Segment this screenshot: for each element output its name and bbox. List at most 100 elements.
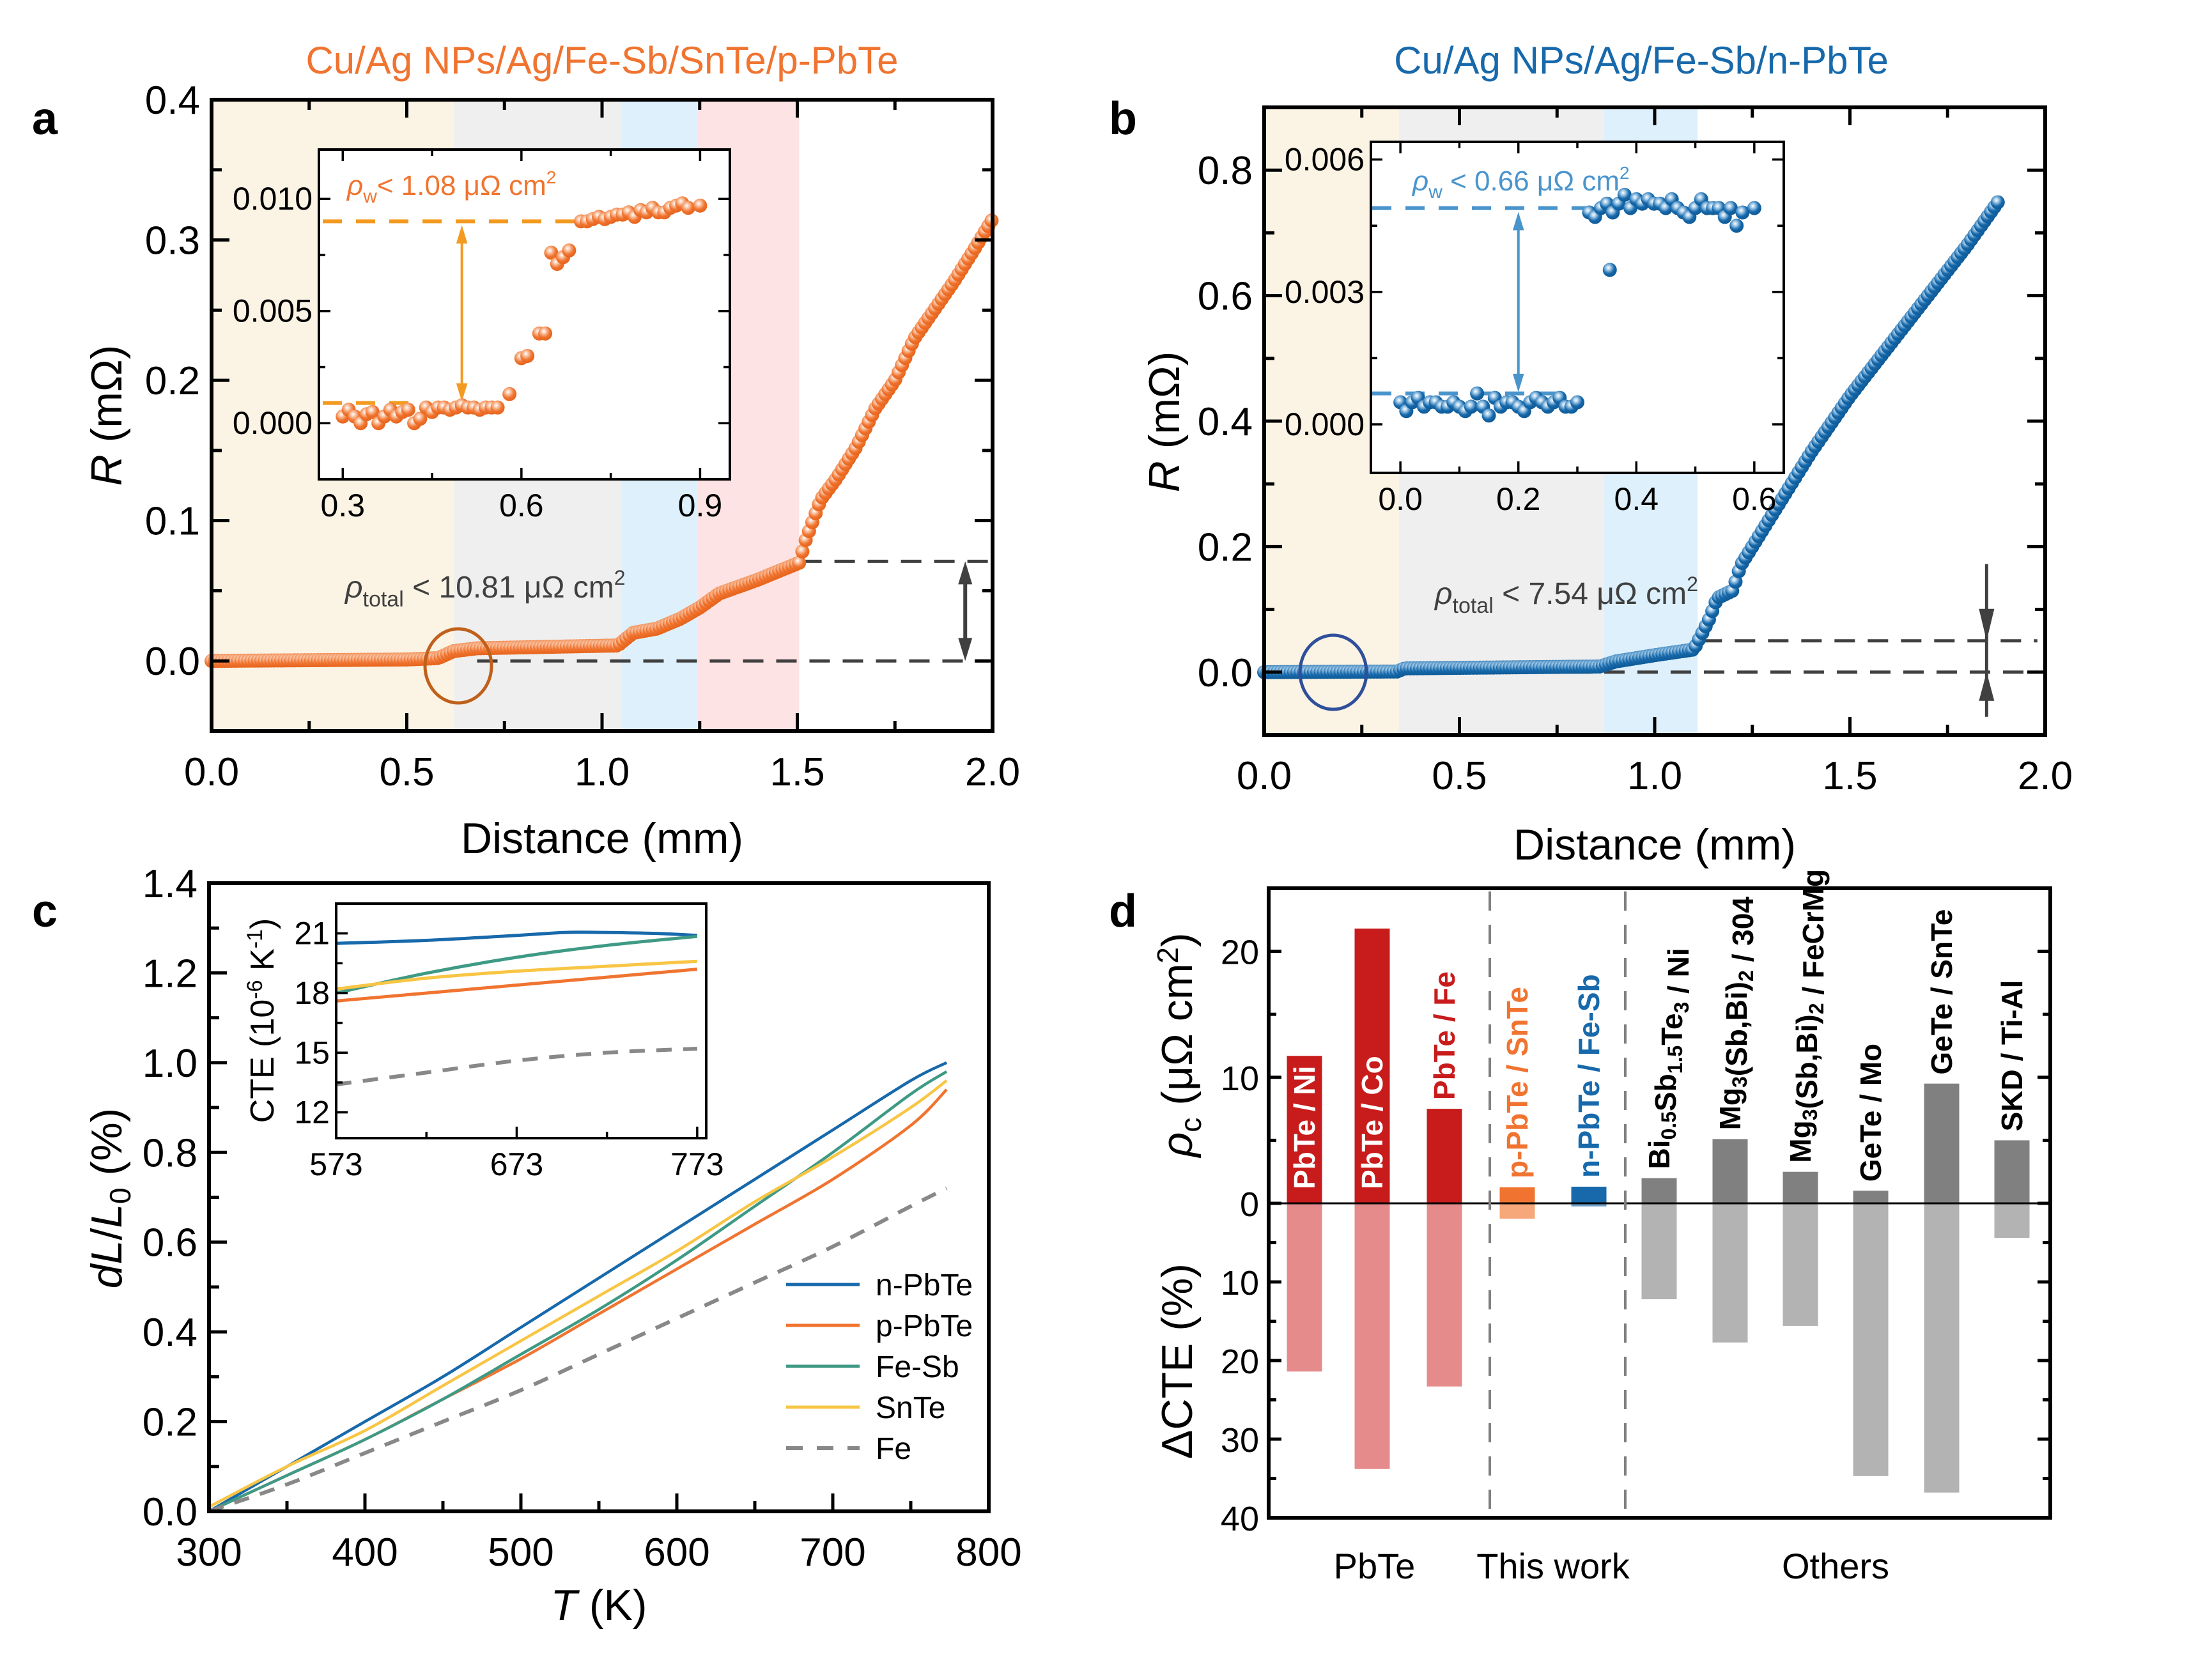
label-text: / 304 (1726, 897, 1760, 971)
y-tick-label: 0.6 (1198, 275, 1253, 319)
inset-data-point (544, 245, 559, 260)
bar-delta-cte (1499, 1203, 1535, 1219)
group-label: This work (1476, 1546, 1630, 1586)
label-text: Sb (1649, 1074, 1682, 1111)
y-tick-label: 0.0 (145, 640, 200, 684)
x-tick-label: 573 (309, 1146, 362, 1182)
y-tick-label: 0.2 (1198, 525, 1253, 569)
inset-arrow (1512, 212, 1524, 392)
y-tick-label: 15 (294, 1035, 330, 1070)
subscript: 2 (1805, 1003, 1828, 1014)
data-point (792, 555, 807, 570)
inset-data-point (520, 348, 535, 363)
inset-data-point (538, 326, 553, 341)
x-tick-label: 0.0 (184, 750, 239, 794)
bar-rho-c (1354, 929, 1390, 1203)
y-axis-label: R (mΩ) (1140, 351, 1189, 493)
x-tick-label: 0.9 (678, 488, 723, 523)
panel-letter-c: c (32, 886, 58, 937)
panel-c: c n-PbTe p-PbTe Fe-Sb SnTe Fe 573 673 773 12 15 1… (32, 862, 1022, 1630)
bar-label: PbTe / Co (1356, 1056, 1389, 1189)
group-labels: PbTe This work Others (1334, 1546, 1889, 1586)
x-tick-label: 500 (488, 1531, 553, 1575)
bar-rho-c (1783, 1171, 1818, 1203)
inset-data-point (413, 412, 428, 426)
legend-label: Fe (876, 1432, 911, 1466)
x-tick-label: 673 (490, 1146, 543, 1182)
label-text: (Sb,Bi) (1790, 1014, 1823, 1109)
inset-background (1371, 142, 1784, 473)
line-Fe (208, 1186, 948, 1513)
x-tick-label: 1.5 (770, 750, 824, 794)
inset-background (319, 150, 730, 479)
arrow-head-down (1979, 608, 1995, 641)
inset-plot: 573 673 773 12 15 18 21 (294, 902, 724, 1182)
arrow-head-down (1512, 373, 1524, 392)
label-text: (Sb,Bi) (1720, 982, 1753, 1076)
bar-rho-c (1641, 1178, 1677, 1203)
bar-delta-cte (1354, 1203, 1390, 1469)
y-tick-label: 0.0 (1198, 651, 1253, 695)
bar-delta-cte (1924, 1203, 1960, 1493)
inset-background (336, 904, 706, 1138)
bar-label: Mg3(Sb,Bi)2 / 304 (1713, 897, 1760, 1130)
inset-data-point (1481, 408, 1496, 423)
y-tick-label: 0.6 (143, 1221, 197, 1265)
bar-delta-cte (1994, 1203, 2030, 1238)
bar-label: p-PbTe / SnTe (1501, 987, 1534, 1178)
bar-delta-cte (1641, 1203, 1677, 1300)
inset-plot: 0.3 0.6 0.9 0.000 0.005 0.010 (233, 148, 731, 523)
panel-b-title: Cu/Ag NPs/Ag/Fe-Sb/n-PbTe (1394, 39, 1889, 82)
arrow-head-down (456, 383, 468, 402)
x-axis-label: T (K) (550, 1581, 647, 1630)
subscript: 3 (1728, 1076, 1751, 1088)
x-axis-label: Distance (mm) (1513, 821, 1796, 869)
highlight-circle (423, 627, 493, 705)
inset-data-point (1723, 201, 1738, 215)
x-tick-label: 0.5 (379, 750, 434, 794)
axes: 0 10 20 10 20 30 40 (1221, 886, 2052, 1538)
y-tick-label: 0.8 (143, 1131, 197, 1175)
x-tick-label: 1.5 (1822, 754, 1877, 798)
y-tick-label: 0.1 (145, 500, 200, 544)
bar-label: SKD / Ti-Al (1995, 980, 2029, 1132)
bar-rho-c (1499, 1187, 1535, 1203)
highlight-circle (1298, 633, 1368, 711)
line-n-PbTe (208, 1061, 948, 1513)
bar-label: Bi0.5Sb1.5Te3 / Ni (1643, 948, 1695, 1169)
subscript: 0.5 (1657, 1111, 1680, 1139)
axes: 0.0 0.5 1.0 1.5 2.0 0.0 0.1 0.2 0.3 0.4 (145, 79, 1020, 794)
subscript: 2 (1735, 970, 1758, 982)
inset-data-point (681, 201, 695, 215)
y-tick-label: 0.4 (1198, 400, 1253, 444)
label-text: Te (1655, 1014, 1689, 1045)
y-tick-label: 0.005 (233, 293, 313, 329)
bar-label: GeTe / Mo (1854, 1044, 1887, 1182)
x-tick-label: 0.2 (1496, 481, 1541, 517)
inset-data-point (562, 243, 576, 258)
y-tick-label: 0.2 (143, 1401, 197, 1445)
legend-label: SnTe (876, 1391, 945, 1425)
label-text: / Ni (1662, 948, 1695, 1001)
panel-b: b Cu/Ag NPs/Ag/Fe-Sb/n-PbTe ρtotal < 7.5… (1109, 39, 2073, 869)
x-tick-label: 600 (644, 1531, 709, 1575)
inset-data-point (365, 405, 380, 419)
arrow-head-down (958, 638, 973, 661)
inset-plot: 0.0 0.2 0.4 0.6 0.000 0.003 0.006 (1285, 141, 1785, 517)
y-tick-label: 10 (1221, 1264, 1259, 1302)
y-axis-label-top: ρc (μΩ cm2) (1151, 932, 1207, 1158)
bar-label: Mg3(Sb,Bi)2 / FeCrMg (1784, 869, 1830, 1163)
label-text: Mg (1784, 1120, 1817, 1162)
arrow-head-up (1979, 672, 1995, 701)
x-tick-label: 0.5 (1432, 754, 1487, 798)
y-tick-label: 30 (1221, 1421, 1259, 1460)
group-label: Others (1782, 1546, 1889, 1586)
y-tick-label: 0.000 (1285, 406, 1365, 442)
bar-delta-cte (1853, 1203, 1889, 1476)
plot-frame (335, 902, 708, 1139)
label-text: Bi (1643, 1140, 1676, 1169)
inset-data-point (490, 400, 505, 415)
inset-data-point (1729, 219, 1744, 233)
